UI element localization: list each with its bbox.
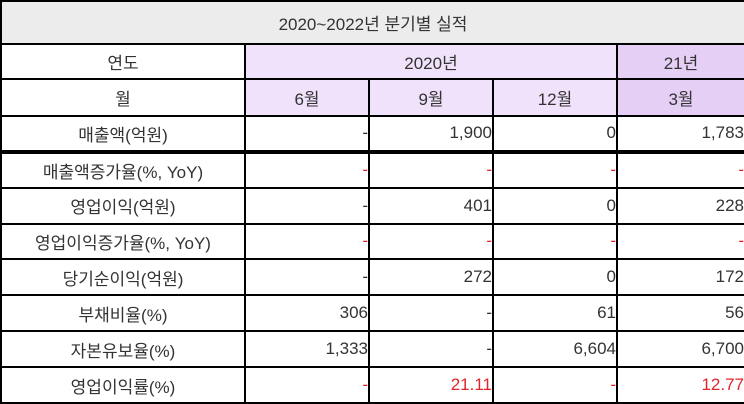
cell-value: - bbox=[492, 222, 618, 261]
table-title-row: 2020~2022년 분기별 실적 bbox=[0, 0, 744, 46]
cell-value: 12.77 bbox=[616, 366, 744, 404]
cell-value: 1,333 bbox=[244, 330, 370, 369]
table-row-operating-profit: 영업이익(억원) - 401 0 228 bbox=[0, 186, 744, 225]
table-row-operating-margin: 영업이익률(%) - 21.11 - 12.77 bbox=[0, 366, 744, 404]
cell-value: - bbox=[616, 222, 744, 261]
table-row-revenue: 매출액(억원) - 1,900 0 1,783 bbox=[0, 114, 744, 154]
table-row-capital-reserve-ratio: 자본유보율(%) 1,333 - 6,604 6,700 bbox=[0, 330, 744, 369]
cell-value: 61 bbox=[492, 294, 618, 333]
year-header-row: 연도 2020년 21년 bbox=[0, 43, 744, 80]
cell-value: 6,604 bbox=[492, 330, 618, 369]
row-label: 영업이익증가율(%, YoY) bbox=[0, 222, 246, 261]
cell-value: - bbox=[368, 294, 494, 333]
cell-value: - bbox=[368, 330, 494, 369]
cell-value: 1,900 bbox=[368, 114, 494, 154]
cell-value: 0 bbox=[492, 186, 618, 225]
cell-value: - bbox=[244, 222, 370, 261]
cell-value: - bbox=[368, 150, 494, 189]
month-col-mar: 3월 bbox=[616, 77, 744, 117]
cell-value: - bbox=[492, 366, 618, 404]
cell-value: - bbox=[244, 258, 370, 297]
cell-value: 0 bbox=[492, 258, 618, 297]
month-col-sep: 9월 bbox=[368, 77, 494, 117]
month-col-dec: 12월 bbox=[492, 77, 618, 117]
row-label: 영업이익률(%) bbox=[0, 366, 246, 404]
cell-value: - bbox=[244, 114, 370, 154]
cell-value: - bbox=[616, 150, 744, 189]
cell-value: 6,700 bbox=[616, 330, 744, 369]
cell-value: 56 bbox=[616, 294, 744, 333]
cell-value: - bbox=[244, 366, 370, 404]
row-label: 매출액증가율(%, YoY) bbox=[0, 150, 246, 189]
cell-value: - bbox=[368, 222, 494, 261]
cell-value: 306 bbox=[244, 294, 370, 333]
row-label: 매출액(억원) bbox=[0, 114, 246, 154]
table-row-operating-profit-growth: 영업이익증가율(%, YoY) - - - - bbox=[0, 222, 744, 261]
table-row-debt-ratio: 부채비율(%) 306 - 61 56 bbox=[0, 294, 744, 333]
row-label: 자본유보율(%) bbox=[0, 330, 246, 369]
cell-value: - bbox=[244, 150, 370, 189]
month-col-jun: 6월 bbox=[244, 77, 370, 117]
cell-value: 228 bbox=[616, 186, 744, 225]
year-group-2020: 2020년 bbox=[244, 43, 618, 80]
year-header-label: 연도 bbox=[0, 43, 246, 80]
table-row-net-income: 당기순이익(억원) - 272 0 172 bbox=[0, 258, 744, 297]
cell-value: - bbox=[492, 150, 618, 189]
table-title: 2020~2022년 분기별 실적 bbox=[0, 0, 744, 46]
year-group-2021: 21년 bbox=[616, 43, 744, 80]
cell-value: 21.11 bbox=[368, 366, 494, 404]
month-header-row: 월 6월 9월 12월 3월 bbox=[0, 77, 744, 117]
cell-value: 0 bbox=[492, 114, 618, 154]
cell-value: 272 bbox=[368, 258, 494, 297]
cell-value: 1,783 bbox=[616, 114, 744, 154]
month-header-label: 월 bbox=[0, 77, 246, 117]
row-label: 당기순이익(억원) bbox=[0, 258, 246, 297]
cell-value: 401 bbox=[368, 186, 494, 225]
cell-value: 172 bbox=[616, 258, 744, 297]
table-row-revenue-growth: 매출액증가율(%, YoY) - - - - bbox=[0, 150, 744, 189]
row-label: 영업이익(억원) bbox=[0, 186, 246, 225]
cell-value: - bbox=[244, 186, 370, 225]
row-label: 부채비율(%) bbox=[0, 294, 246, 333]
